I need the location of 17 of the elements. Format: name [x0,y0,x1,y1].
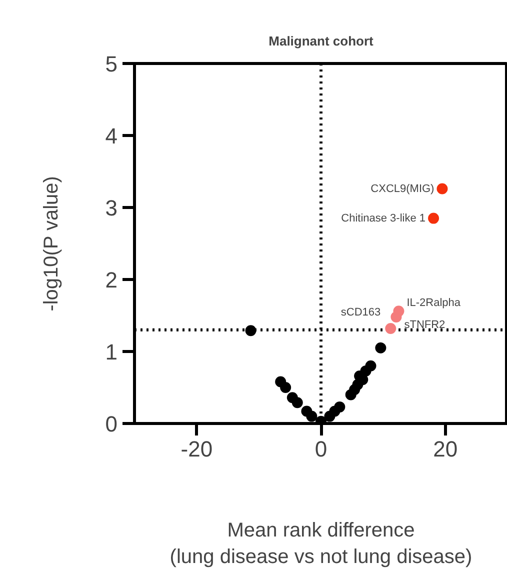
y-tick-label: 3 [105,196,118,220]
x-tick-label: 0 [314,436,328,462]
y-tick-label: 1 [105,340,118,364]
annotation: sTNFR2 [404,318,446,331]
x-tick-label: 20 [433,436,458,462]
annotation: CXCL9(MIG) [370,182,434,195]
chart-title: Malignant cohort [268,34,374,48]
x-tick-label: -20 [180,436,213,462]
y-tick-label: 2 [105,268,118,292]
y-tick-label: 5 [105,52,118,76]
y-tick-label: 4 [105,124,118,148]
annotation: sCD163 [340,306,381,318]
x-axis-title: Mean rank difference (lung disease vs not lung disease) [170,520,472,568]
y-axis-title: -log10(P value) [40,176,62,312]
annotation: Chitinase 3-like 1 [341,212,426,224]
annotation: IL-2Ralpha [406,297,462,310]
y-tick-label: 0 [105,412,118,436]
